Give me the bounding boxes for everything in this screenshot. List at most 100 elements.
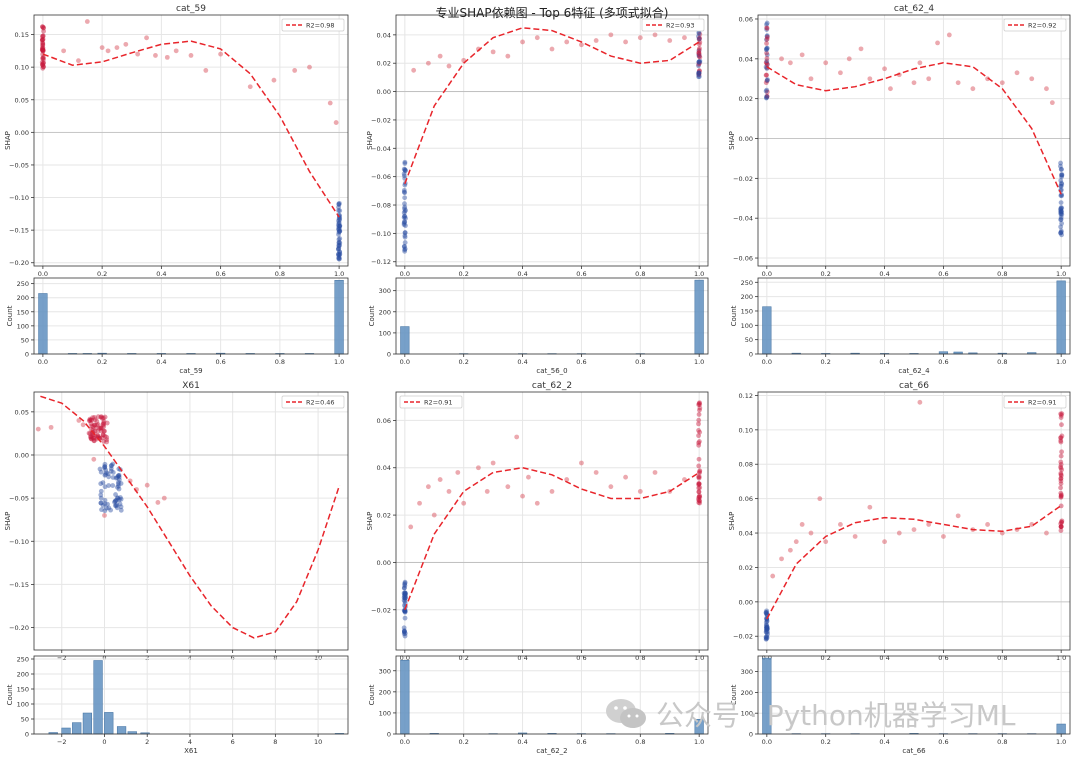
scatter-point [1059,433,1065,439]
scatter-point [417,500,422,506]
scatter-point [336,237,342,242]
scatter-point [403,167,408,173]
x-tick-label: 0.6 [215,270,225,278]
scatter-point [401,585,407,591]
y-tick-label: 0.06 [739,495,753,503]
watermark: 公众号 · Python机器学习ML [604,694,1016,734]
scatter-point [110,475,116,480]
scatter-point [402,609,408,615]
scatter-point [696,36,702,42]
scatter-point [1044,530,1049,536]
scatter-point [203,68,209,73]
scatter-point [764,610,770,615]
legend-label: R2=0.98 [306,22,335,30]
scatter-point [155,500,161,505]
hist-y-tick-label: 150 [741,307,753,315]
y-tick-label: 0.10 [739,426,753,434]
scatter-point [763,88,769,94]
scatter-point [697,500,703,506]
legend-label: R2=0.91 [424,399,453,407]
scatter-point [247,84,253,90]
hist-y-tick-label: 0 [749,351,753,359]
scatter-point [764,78,770,84]
scatter-point [764,58,770,64]
scatter-points [763,399,1065,642]
scatter-point [579,42,584,48]
scatter-point [116,483,121,489]
scatter-point [402,608,408,614]
scatter-point [39,34,45,39]
scatter-point [764,87,770,93]
scatter-point [764,56,770,61]
scatter-point [1058,475,1064,481]
scatter-point [117,495,123,500]
scatter-point [336,240,342,246]
y-axis-label: SHAP [4,131,12,150]
scatter-point [337,242,343,248]
scatter-point [336,220,342,226]
scatter-point [446,63,452,69]
scatter-point [100,503,106,508]
scatter-point [697,498,703,504]
scatter-point [764,62,770,67]
scatter-point [40,61,46,66]
scatter-point [337,236,343,241]
scatter-point [40,51,46,57]
scatter-point [99,435,105,441]
scatter-point [403,207,408,213]
scatter-point [823,60,829,66]
scatter-point [1058,230,1064,236]
scatter-point [40,65,46,71]
scatter-point [763,636,769,642]
scatter-point [40,40,46,46]
y-tick-label: −0.04 [371,145,391,153]
scatter-point [696,70,702,76]
scatter-point [765,77,770,83]
scatter-point [102,464,108,470]
scatter-point [838,522,843,527]
scatter-point [926,76,932,82]
scatter-point [1059,518,1065,524]
scatter-point [336,245,342,251]
scatter-point [490,460,496,466]
scatter-point [402,246,408,252]
scatter-point [100,480,106,486]
scatter-point [867,76,873,82]
y-axis-label: SHAP [366,131,374,150]
scatter-point [1058,473,1064,478]
scatter-point [1058,462,1064,467]
y-tick-label: 0.12 [739,392,753,400]
scatter-point [593,470,599,475]
scatter-point [696,494,702,499]
hist-x-tick-label: 0 [102,738,106,746]
scatter-point [87,418,93,423]
scatter-point [696,71,702,76]
hist-y-tick-label: 100 [741,710,753,718]
scatter-point [764,46,769,52]
scatter-point [437,53,443,59]
scatter-point [112,499,117,505]
legend: R2=0.91 [399,395,463,409]
hist-y-tick-label: 200 [741,689,753,697]
scatter-point [608,32,614,38]
scatter-point [765,631,770,637]
scatter-point [1059,172,1064,178]
scatter-point [935,40,940,46]
scatter-point [115,473,121,479]
y-tick-label: −0.06 [371,173,391,181]
fit-curve [404,27,700,185]
scatter-point [337,252,343,258]
scatter-point [90,435,96,441]
scatter-point [114,502,120,508]
panel-title: cat_66 [899,381,929,391]
hist-x-tick-label: −2 [57,738,67,746]
hist-y-tick-label: 300 [379,287,391,295]
scatter-point [1059,232,1065,238]
scatter-point [696,498,702,503]
scatter-points [39,19,343,262]
scatter-point [91,438,97,444]
scatter-point [696,53,702,59]
scatter-point [764,61,770,67]
scatter-point [1058,528,1064,533]
scatter-point [91,435,96,441]
